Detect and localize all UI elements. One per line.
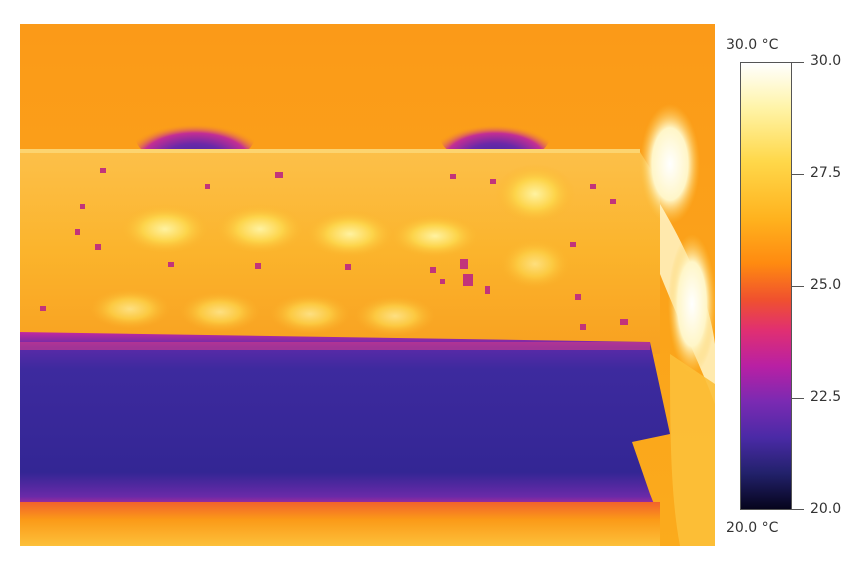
scale-max-label: 30.0 °C: [726, 37, 779, 53]
temperature-colorbar: [740, 62, 792, 510]
scale-min-label: 20.0 °C: [726, 520, 779, 536]
tick-mark: [792, 398, 804, 399]
tick-label-22-5: 22.5: [810, 389, 842, 405]
tick-label-20: 20.0: [810, 501, 842, 517]
thermal-image: [20, 24, 715, 546]
tick-mark: [792, 62, 804, 63]
tick-label-27-5: 27.5: [810, 165, 842, 181]
tick-label-30: 30.0: [810, 53, 842, 69]
tick-mark: [792, 286, 804, 287]
tick-mark: [792, 509, 804, 510]
tick-label-25: 25.0: [810, 277, 842, 293]
tick-mark: [792, 174, 804, 175]
